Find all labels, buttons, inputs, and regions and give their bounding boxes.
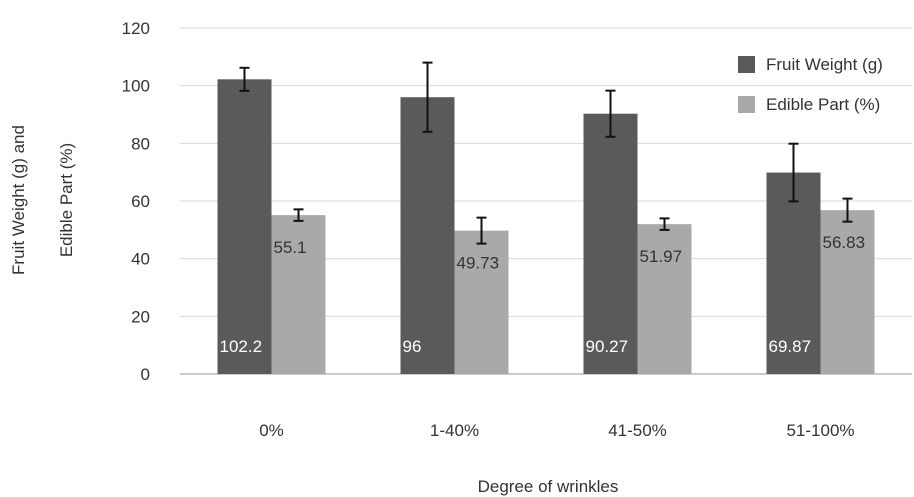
x-tick-label: 41-50% [608, 421, 667, 440]
data-label: 96 [403, 337, 422, 356]
bar-fruit-weight [766, 172, 821, 374]
y-axis-title-line1: Fruit Weight (g) and [9, 125, 28, 275]
y-axis-title-line2: Edible Part (%) [57, 143, 76, 257]
bar-fruit-weight [583, 113, 638, 374]
x-tick-label: 0% [259, 421, 284, 440]
data-label: 49.73 [457, 254, 500, 273]
y-tick-label: 80 [131, 134, 150, 153]
legend-swatch-fruit-weight [738, 56, 755, 73]
y-tick-label: 60 [131, 192, 150, 211]
y-tick-label: 40 [131, 250, 150, 269]
y-tick-label: 20 [131, 307, 150, 326]
data-label: 51.97 [640, 247, 683, 266]
x-axis-categories: 0% 1-40% 41-50% 51-100% [259, 421, 854, 440]
data-label: 56.83 [823, 233, 866, 252]
legend-swatch-edible-part [738, 96, 755, 113]
x-axis-title: Degree of wrinkles [478, 477, 619, 496]
data-labels: 102.2 55.1 96 49.73 90.27 51.97 69.87 56.83 [220, 233, 866, 356]
bar-edible-part [271, 215, 326, 374]
bars [217, 79, 875, 374]
error-bars [239, 61, 853, 245]
legend: Fruit Weight (g) Edible Part (%) [738, 55, 883, 114]
data-label: 90.27 [586, 337, 629, 356]
data-label: 102.2 [220, 337, 263, 356]
bar-fruit-weight [217, 79, 272, 374]
data-label: 55.1 [274, 238, 307, 257]
bar-edible-part [637, 224, 692, 374]
data-label: 69.87 [769, 337, 812, 356]
y-axis-ticks: 0 20 40 60 80 100 120 [122, 19, 150, 384]
legend-label-edible-part: Edible Part (%) [766, 95, 880, 114]
bar-edible-part [820, 210, 875, 374]
x-tick-label: 1-40% [430, 421, 479, 440]
legend-label-fruit-weight: Fruit Weight (g) [766, 55, 883, 74]
x-tick-label: 51-100% [786, 421, 854, 440]
y-tick-label: 100 [122, 77, 150, 96]
y-tick-label: 0 [141, 365, 150, 384]
bar-edible-part [454, 230, 509, 374]
y-tick-label: 120 [122, 19, 150, 38]
bar-fruit-weight [400, 97, 455, 374]
